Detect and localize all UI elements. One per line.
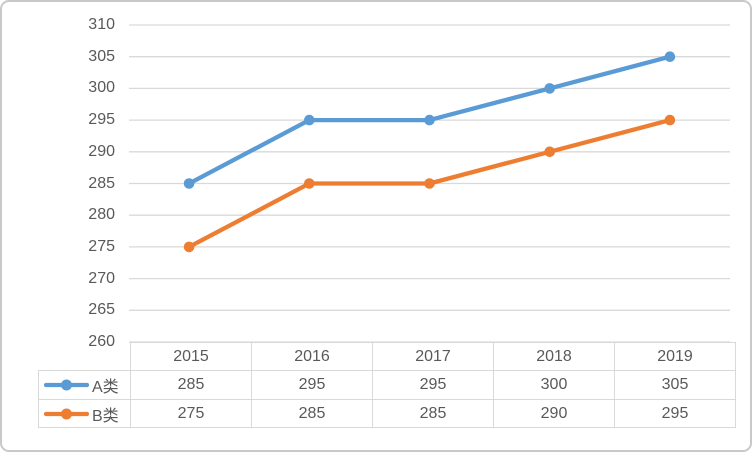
data-point-marker xyxy=(304,114,315,126)
legend-key-icon xyxy=(44,379,89,391)
table-year-header: 2019 xyxy=(614,342,736,371)
y-axis-tick-labels: 310 305 300 295 290 285 280 275 270 265 260 xyxy=(2,2,115,362)
table-value-cell: 300 xyxy=(493,370,615,400)
legend-item: B类 xyxy=(40,402,130,426)
y-axis-tick-label: 295 xyxy=(88,111,115,129)
y-axis-tick-label: 300 xyxy=(88,79,115,97)
y-axis-tick-label: 285 xyxy=(88,174,115,192)
table-value-cell: 285 xyxy=(130,370,252,400)
y-axis-tick-label: 280 xyxy=(88,206,115,224)
data-point-marker xyxy=(183,241,195,253)
legend-series-label: B类 xyxy=(92,407,119,425)
y-axis-tick-label: 290 xyxy=(88,142,115,160)
table-year-header: 2016 xyxy=(251,342,373,371)
y-axis-tick-label: 305 xyxy=(88,47,115,65)
y-axis-tick-label: 270 xyxy=(88,269,115,287)
table-value-cell: 295 xyxy=(372,370,494,400)
legend-series-label: A类 xyxy=(92,379,119,396)
data-point-marker xyxy=(544,146,555,158)
table-header-row: 2015 2016 2017 2018 2019 xyxy=(39,342,736,371)
table-value-cell: 275 xyxy=(130,399,252,428)
legend-cell-A类: A类 xyxy=(38,370,131,400)
legend-key-icon xyxy=(44,408,89,419)
chart-data-table: 2015 2016 2017 2018 2019 A类 285 295 295 300 305 B类 2… xyxy=(38,342,736,428)
legend-item: A类 xyxy=(40,373,130,397)
table-value-cell: 305 xyxy=(614,370,736,400)
y-axis-tick-label: 260 xyxy=(88,333,115,350)
data-point-marker xyxy=(183,178,195,189)
data-point-marker xyxy=(664,51,676,62)
table-row: B类 275 285 285 290 295 xyxy=(38,399,736,428)
legend-cell-B类: B类 xyxy=(38,399,131,428)
y-axis-tick-label: 275 xyxy=(88,237,115,255)
table-year-header: 2015 xyxy=(130,342,252,371)
y-axis-tick-label: 265 xyxy=(88,301,115,319)
data-point-marker xyxy=(544,83,555,94)
table-row: A类 285 295 295 300 305 xyxy=(38,370,736,400)
data-point-marker xyxy=(424,178,435,189)
data-point-marker xyxy=(424,114,435,126)
data-point-marker xyxy=(664,114,676,126)
table-value-cell: 285 xyxy=(251,399,373,428)
table-value-cell: 295 xyxy=(614,399,736,428)
table-value-cell: 295 xyxy=(251,370,373,400)
table-value-cell: 290 xyxy=(493,399,615,428)
table-year-header: 2018 xyxy=(493,342,615,371)
y-axis-tick-label: 310 xyxy=(88,16,115,33)
data-point-marker xyxy=(304,178,315,189)
table-value-cell: 285 xyxy=(372,399,494,428)
table-year-header: 2017 xyxy=(372,342,494,371)
table-corner-spacer xyxy=(39,343,131,371)
